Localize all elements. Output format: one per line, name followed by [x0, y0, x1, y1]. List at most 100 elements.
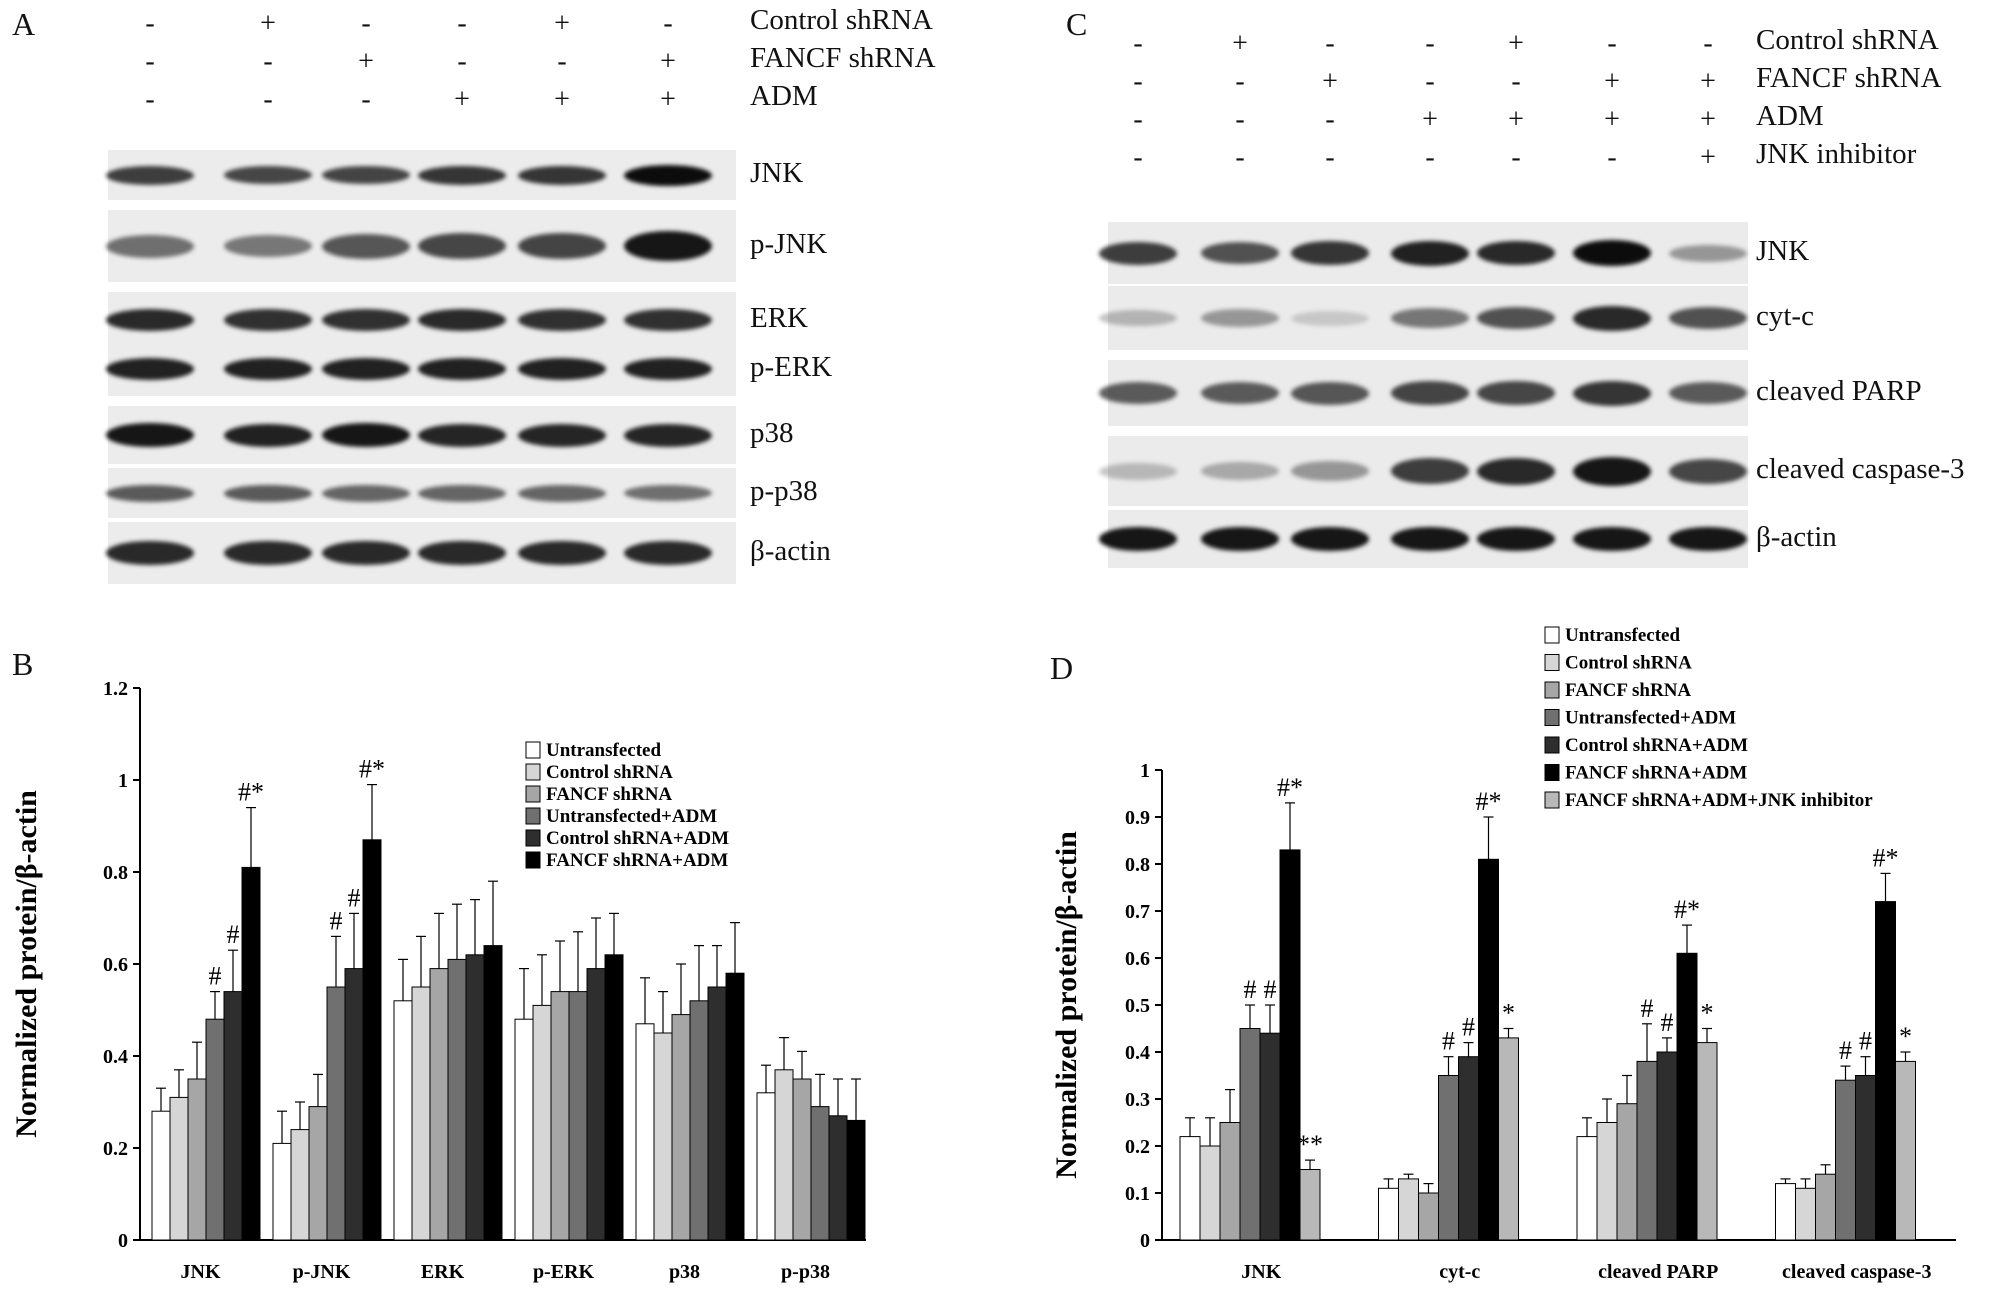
bar — [568, 991, 588, 1241]
bar — [514, 1018, 534, 1241]
blot-band — [1391, 308, 1469, 328]
blot-band — [1669, 382, 1747, 404]
bar — [1616, 1103, 1638, 1241]
condition-label: ADM — [750, 80, 818, 112]
legend-swatch — [1544, 736, 1560, 754]
bar — [1279, 849, 1301, 1241]
blot-band — [1573, 240, 1651, 266]
condition-sign: - — [1703, 28, 1713, 59]
blot-band — [224, 358, 312, 380]
legend-label: Untransfected — [546, 740, 661, 761]
significance-marker: # — [1244, 975, 1257, 1004]
blot-band — [106, 234, 194, 258]
condition-sign: + — [554, 8, 570, 39]
blot-band — [1573, 380, 1651, 406]
blot-band — [624, 485, 712, 501]
bar — [326, 986, 346, 1241]
condition-sign: - — [145, 46, 155, 77]
bar — [1418, 1192, 1439, 1241]
condition-sign: + — [660, 46, 676, 77]
condition-sign: - — [361, 8, 371, 39]
legend-swatch — [525, 741, 541, 759]
bar — [1676, 952, 1698, 1241]
blot-band — [1477, 241, 1555, 265]
blot-band — [1669, 458, 1747, 484]
blot-band — [322, 358, 410, 380]
significance-marker: * — [1701, 999, 1714, 1028]
y-tick-label: 0.2 — [103, 1138, 128, 1160]
blot-band — [1573, 305, 1651, 331]
bar — [1438, 1075, 1459, 1241]
bar — [604, 954, 624, 1241]
blot-strip — [106, 468, 736, 518]
blot-band — [624, 231, 712, 261]
bar — [586, 968, 606, 1241]
condition-sign: - — [1425, 142, 1435, 173]
bar — [483, 945, 503, 1241]
blot-label: cleaved caspase-3 — [1756, 453, 1965, 485]
legend-label: Untransfected+ADM — [546, 806, 717, 827]
legend-swatch — [1544, 764, 1560, 781]
blot-band — [518, 541, 606, 565]
blot-band — [1573, 456, 1651, 486]
blot-band — [418, 541, 506, 565]
blot-label: p-p38 — [750, 475, 818, 507]
condition-sign: - — [1325, 104, 1335, 135]
condition-sign: + — [1322, 66, 1338, 97]
bar — [828, 1115, 848, 1241]
y-tick-label: 0.4 — [1125, 1042, 1150, 1064]
blot-band — [1573, 527, 1651, 551]
blot-band — [1201, 462, 1279, 480]
blot-band — [1669, 527, 1747, 551]
significance-marker: # — [1859, 1027, 1872, 1056]
condition-sign: - — [1235, 142, 1245, 173]
condition-sign: - — [1425, 28, 1435, 59]
bar — [653, 1032, 673, 1241]
y-axis-label: Normalized protein/β-actin — [1050, 831, 1083, 1179]
blot-label: p-ERK — [750, 351, 833, 383]
condition-label: FANCF shRNA — [750, 42, 936, 74]
blot-strip — [1099, 222, 1748, 284]
bar — [1656, 1051, 1678, 1241]
condition-sign: - — [1607, 28, 1617, 59]
blot-label: cleaved PARP — [1756, 375, 1922, 407]
legend-label: FANCF shRNA — [1565, 680, 1691, 701]
legend-swatch — [525, 785, 541, 803]
blot-band — [106, 541, 194, 565]
x-tick-label: p38 — [669, 1261, 700, 1283]
blot-strip — [106, 150, 736, 200]
blot-band — [418, 165, 506, 185]
bar — [1795, 1187, 1816, 1241]
condition-sign: + — [1508, 28, 1524, 59]
significance-marker: #* — [1476, 787, 1502, 816]
blot-strip — [106, 522, 736, 584]
condition-label: JNK inhibitor — [1756, 138, 1917, 170]
blot-band — [106, 165, 194, 185]
legend-label: Control shRNA — [546, 762, 673, 783]
blot-band — [106, 309, 194, 331]
x-tick-label: cleaved caspase-3 — [1782, 1261, 1931, 1283]
bar — [707, 986, 727, 1241]
blot-band — [1291, 461, 1369, 481]
x-tick-label: p-JNK — [293, 1261, 351, 1283]
blot-band — [322, 423, 410, 447]
bar — [532, 1004, 552, 1241]
blot-label: JNK — [750, 157, 804, 189]
blot-band — [224, 235, 312, 257]
blot-band — [322, 233, 410, 259]
condition-sign: - — [361, 84, 371, 115]
blot-band — [224, 309, 312, 331]
legend-swatch — [1544, 791, 1560, 809]
blot-band — [1669, 244, 1747, 262]
significance-marker: * — [1899, 1022, 1912, 1051]
bar — [1478, 858, 1499, 1241]
blot-band — [322, 484, 410, 502]
condition-sign: + — [1508, 104, 1524, 135]
bar — [550, 991, 570, 1241]
blot-label: β-actin — [750, 535, 831, 567]
bar — [169, 1096, 189, 1241]
blot-band — [418, 309, 506, 331]
blot-band — [1391, 240, 1469, 266]
blot-band — [1477, 307, 1555, 329]
